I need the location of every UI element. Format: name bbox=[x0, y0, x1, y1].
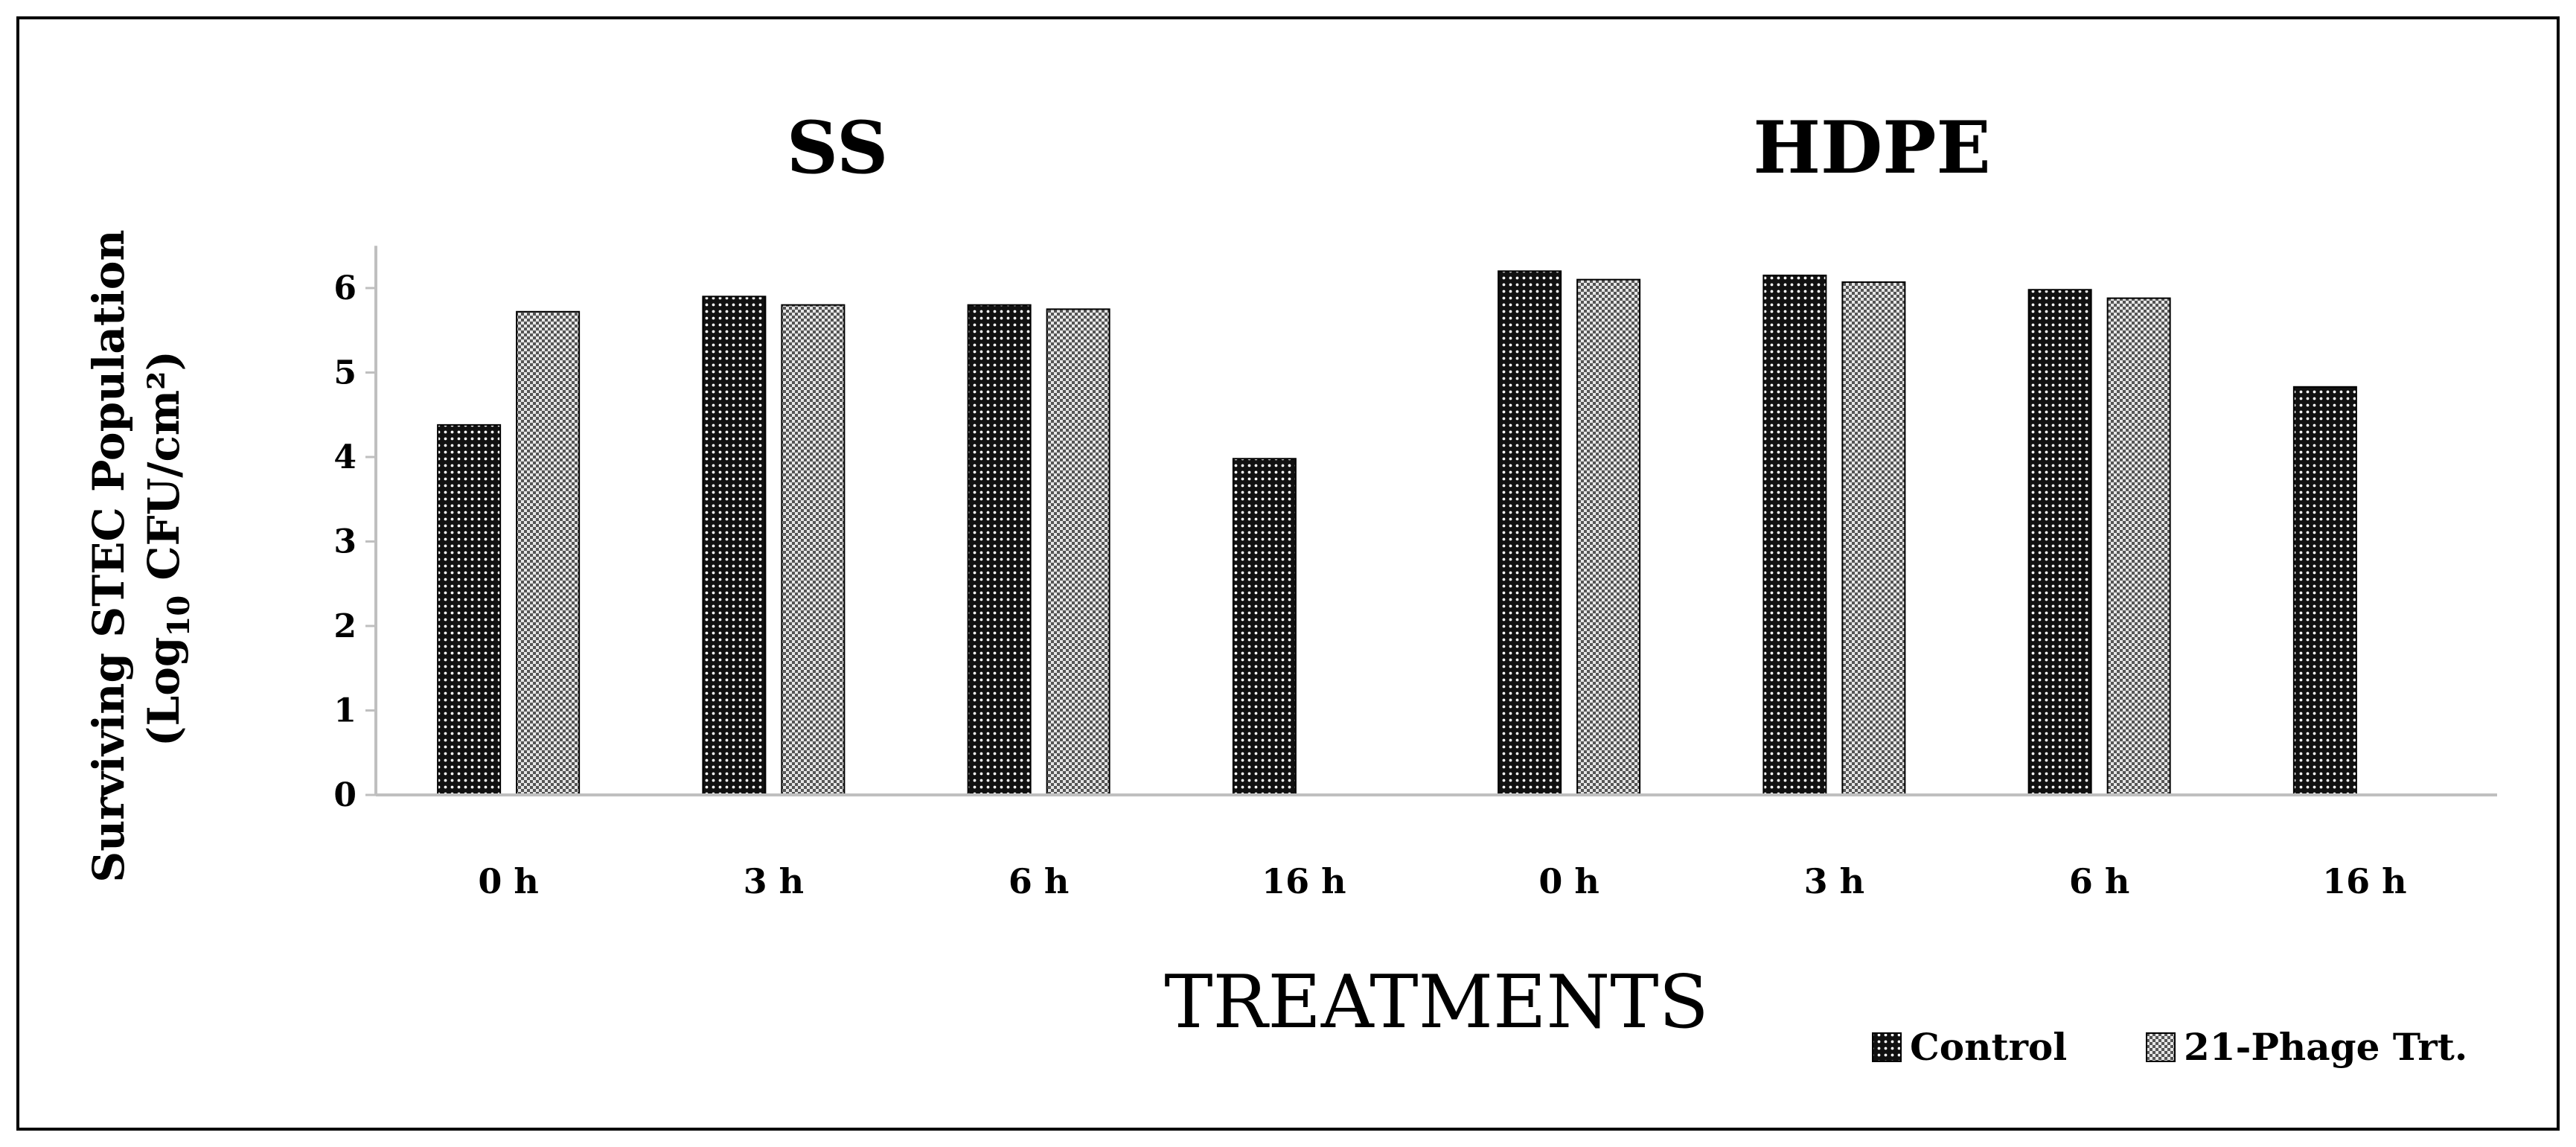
panel-title-hdpe: HDPE bbox=[1753, 106, 1990, 190]
legend-label-phage: 21-Phage Trt. bbox=[2184, 1025, 2467, 1069]
legend-swatch-phage bbox=[2146, 1032, 2176, 1062]
y-tick-label-5: 5 bbox=[333, 354, 357, 392]
y-tick-label-0: 0 bbox=[333, 776, 357, 814]
x-tick-label-4: 0 h bbox=[1538, 861, 1599, 901]
y-axis-label-subscript: 10 bbox=[162, 595, 196, 637]
bar-phage-ss-0h bbox=[516, 310, 581, 796]
legend: Control 21-Phage Trt. bbox=[1872, 1025, 2467, 1069]
bar-phage-hdpe-0h bbox=[1576, 278, 1641, 796]
x-tick-label-0: 0 h bbox=[478, 861, 538, 901]
bar-control-ss-6h bbox=[967, 304, 1032, 796]
x-axis-tick-labels: 0 h 3 h 6 h 16 h 0 h 3 h 6 h 16 h bbox=[478, 861, 2406, 901]
x-tick-label-6: 6 h bbox=[2069, 861, 2129, 901]
panel-title-ss: SS bbox=[787, 106, 889, 190]
x-tick-label-5: 3 h bbox=[1804, 861, 1864, 901]
bar-phage-hdpe-6h bbox=[2106, 297, 2171, 796]
x-tick-label-2: 6 h bbox=[1009, 861, 1069, 901]
legend-swatch-control bbox=[1872, 1032, 1902, 1062]
bar-control-hdpe-6h bbox=[2027, 289, 2092, 796]
bar-control-ss-0h bbox=[437, 424, 502, 796]
x-tick-label-7: 16 h bbox=[2322, 861, 2406, 901]
y-tick-label-4: 4 bbox=[333, 438, 357, 476]
x-tick-label-1: 3 h bbox=[744, 861, 804, 901]
y-tick-label-6: 6 bbox=[333, 269, 357, 307]
bar-phage-ss-6h bbox=[1046, 308, 1110, 796]
bar-control-hdpe-16h bbox=[2292, 386, 2357, 796]
x-axis-label: TREATMENTS bbox=[1164, 960, 1709, 1045]
bar-phage-hdpe-3h bbox=[1841, 281, 1906, 796]
bar-control-ss-3h bbox=[702, 295, 767, 796]
bars bbox=[437, 270, 2357, 796]
y-axis: 0 1 2 3 4 5 6 bbox=[333, 269, 376, 814]
y-axis-label-unit: CFU/cm²) bbox=[138, 351, 189, 595]
bar-control-hdpe-0h bbox=[1498, 270, 1562, 796]
bar-control-ss-16h bbox=[1232, 458, 1297, 796]
bar-control-hdpe-3h bbox=[1762, 274, 1827, 796]
y-tick-label-3: 3 bbox=[333, 523, 357, 561]
legend-label-control: Control bbox=[1910, 1025, 2067, 1069]
y-tick-label-2: 2 bbox=[333, 607, 357, 645]
y-tick-label-1: 1 bbox=[333, 692, 357, 730]
bar-phage-ss-3h bbox=[781, 304, 846, 796]
x-tick-label-3: 16 h bbox=[1262, 861, 1346, 901]
y-axis-label: Surviving STEC Population (Log10 CFU/cm²… bbox=[83, 214, 196, 883]
y-axis-label-line2: (Log10 CFU/cm²) bbox=[138, 351, 196, 747]
y-axis-label-line1: Surviving STEC Population bbox=[83, 229, 134, 882]
